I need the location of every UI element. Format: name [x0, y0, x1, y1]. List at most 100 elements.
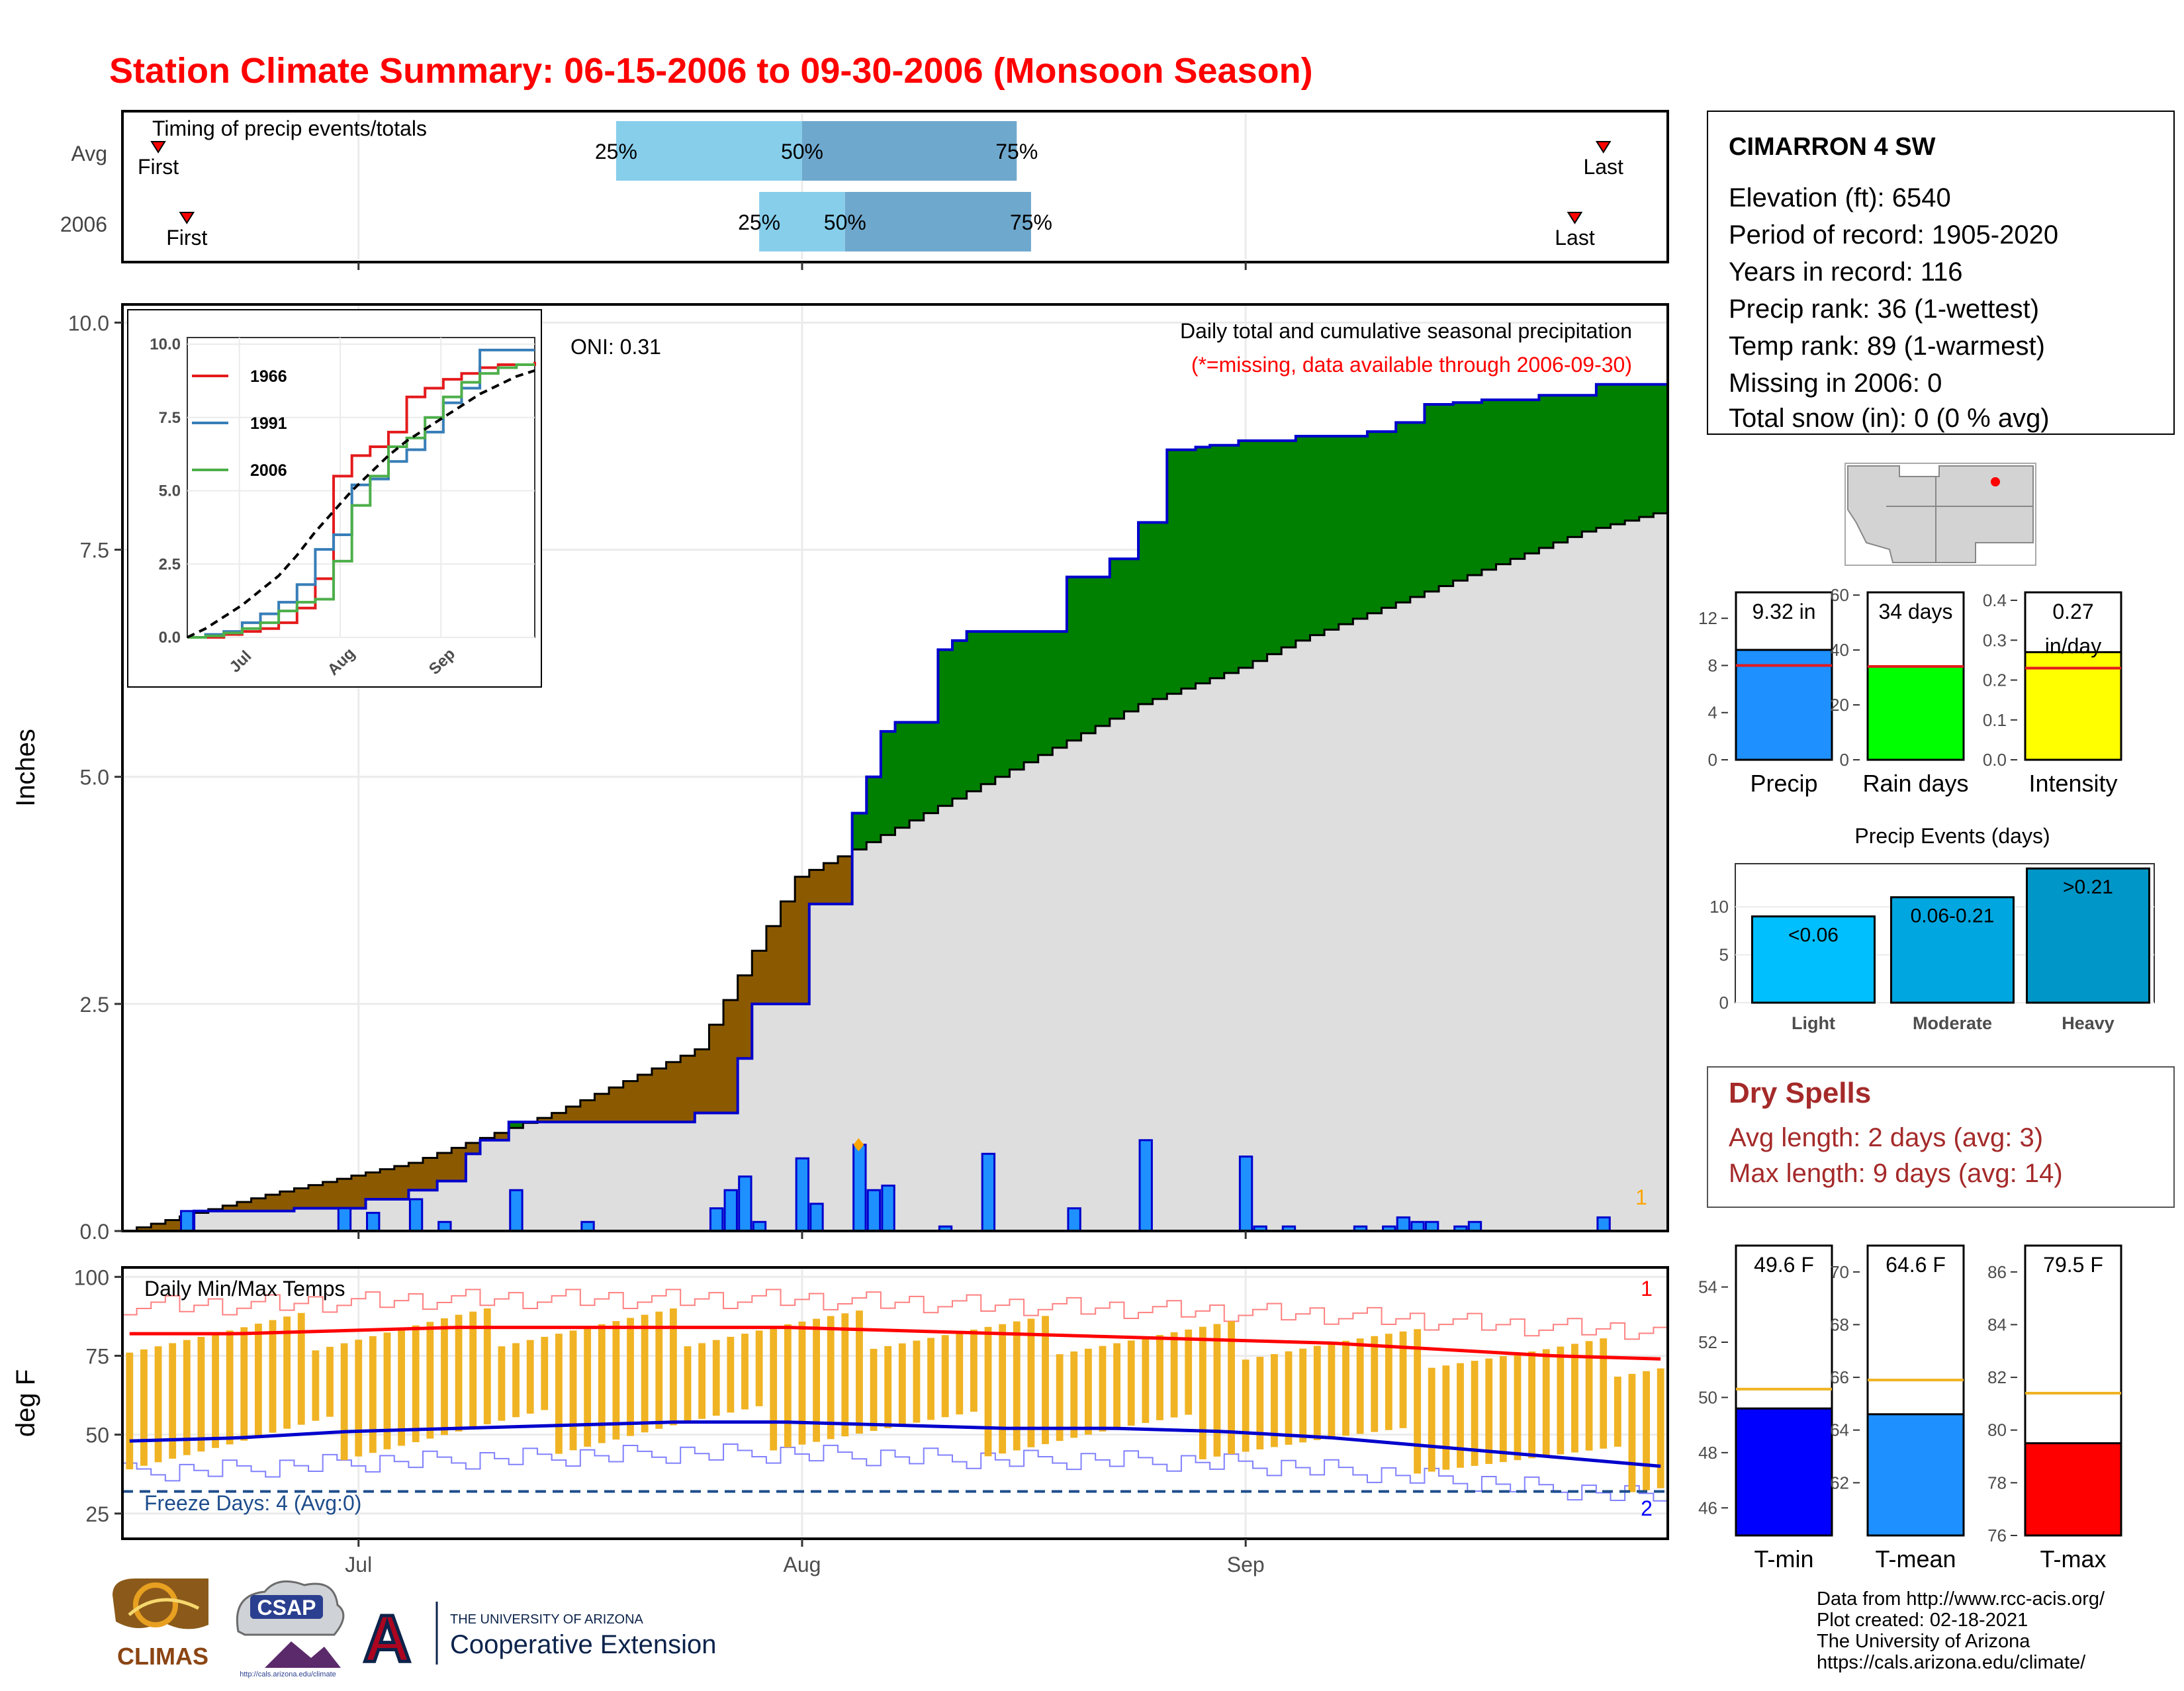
daily-temp-bar [741, 1334, 749, 1410]
totals-rain-days-category-label: Rain days [1862, 770, 1968, 797]
daily-temp-bar [326, 1346, 334, 1417]
totals-rain-days-bar [1866, 665, 1965, 761]
temp-summary-t-max-ytick-label: 80 [1987, 1420, 2007, 1440]
events-category-moderate: Moderate [1913, 1013, 1992, 1033]
surplus-area-segment [1324, 436, 1340, 630]
temp-summary-t-max-ytick-label: 86 [1987, 1262, 2007, 1282]
deficit-area-segment [623, 1081, 638, 1122]
daily-temp-bar [1199, 1326, 1206, 1459]
station-location-marker [1991, 477, 2000, 486]
daily-temp-bar [1056, 1354, 1064, 1441]
daily-temp-bar [569, 1330, 577, 1451]
deficit-area-segment [838, 856, 853, 904]
timing-p75-label-2006: 75% [1010, 210, 1052, 234]
main-ytick-label: 2.5 [80, 993, 109, 1017]
precip-events-title: Precip Events (days) [1854, 824, 2050, 848]
surplus-area-segment [1410, 422, 1426, 597]
daily-temp-bar [898, 1343, 906, 1426]
ua-bottom-text: Cooperative Extension [450, 1630, 716, 1659]
daily-precip-bar [1138, 1139, 1153, 1232]
timing-last-label-avg: Last [1583, 155, 1623, 179]
ua-top-text: THE UNIVERSITY OF ARIZONA [450, 1612, 644, 1627]
surplus-area-segment [1467, 402, 1482, 576]
daily-temp-bar [1228, 1321, 1235, 1454]
precip-events-plot: 0 5 10 <0.06 Light 0.06-0.21 Moderate >0.21 Heav… [1709, 863, 2155, 1033]
main-annotation-missing: (*=missing, data available through 2006-… [1191, 353, 1632, 377]
daily-precip-bar [866, 1189, 882, 1232]
events-value-label-moderate: 0.06-0.21 [1911, 905, 1995, 927]
daily-precip-bar [809, 1203, 824, 1232]
dry-spells-title: Dry Spells [1729, 1077, 1871, 1109]
surplus-area-segment [1396, 422, 1411, 603]
daily-temp-bar [1356, 1338, 1364, 1434]
dry-spells-max: Max length: 9 days (avg: 14) [1729, 1159, 2063, 1188]
deficit-area-segment [351, 1175, 367, 1209]
daily-temp-bar [627, 1318, 634, 1436]
deficit-area-segment [780, 901, 796, 1004]
surplus-area-segment [952, 640, 968, 799]
page-title: Station Climate Summary: 06-15-2006 to 0… [109, 51, 1313, 91]
record-low-count: 2 [1641, 1496, 1653, 1520]
deficit-area-segment [723, 999, 739, 1113]
deficit-area-segment [337, 1179, 352, 1209]
daily-precip-bar [1410, 1220, 1425, 1232]
deficit-area-segment [394, 1165, 410, 1199]
surplus-area-segment [895, 722, 910, 828]
daily-precip-bar [366, 1212, 381, 1232]
daily-temp-bar [169, 1343, 177, 1459]
avg-min-temp-line [129, 1420, 1661, 1468]
station-line-missing: Missing in 2006: 0 [1729, 369, 1942, 398]
daily-temp-bar [369, 1336, 377, 1453]
daily-temp-bar [1027, 1318, 1035, 1447]
daily-temp-bar [426, 1322, 434, 1439]
daily-temp-bar [1271, 1353, 1278, 1447]
temp-summary-t-min-ytick-label: 50 [1698, 1387, 1717, 1407]
totals-intensity-category-label: Intensity [2028, 770, 2117, 797]
daily-temp-bar [1142, 1338, 1150, 1423]
surplus-area-segment [866, 776, 882, 843]
daily-temp-bar [240, 1327, 248, 1441]
temp-gridlines [122, 1267, 1668, 1539]
surplus-area-segment [1167, 449, 1182, 694]
temp-summary-t-min-ytick-label: 46 [1698, 1498, 1717, 1518]
daily-temp-bar [684, 1346, 692, 1422]
surplus-area-segment [1152, 522, 1167, 700]
daily-temp-bar [784, 1324, 792, 1447]
station-line-temp-rank: Temp rank: 89 (1-warmest) [1729, 332, 2045, 361]
temp-summary-t-max-ytick-label: 82 [1987, 1367, 2007, 1387]
surplus-area-segment [1052, 631, 1068, 748]
daily-temp-bar [1256, 1357, 1264, 1449]
daily-temp-bar [312, 1350, 320, 1421]
deficit-area-segment [609, 1087, 624, 1122]
deficit-area-segment [365, 1172, 381, 1199]
deficit-area-segment [451, 1148, 467, 1181]
daily-temp-bar [126, 1352, 134, 1470]
daily-temp-bar [1585, 1341, 1593, 1451]
events-ytick-label: 0 [1719, 993, 1729, 1013]
daily-temp-bar [1600, 1338, 1608, 1449]
daily-precip-bar [408, 1198, 424, 1232]
avg-cumulative-line [122, 512, 1668, 1232]
temp-ytick-label: 25 [85, 1502, 109, 1526]
station-line-elevation: Elevation (ft): 6540 [1729, 183, 1951, 212]
surplus-area-segment [1653, 384, 1668, 514]
daily-temp-bar [999, 1324, 1007, 1454]
temp-summary-t-mean-category-label: T-mean [1875, 1545, 1956, 1573]
timing-last-marker-2006 [1567, 212, 1583, 224]
totals-rain-days-ytick-label: 60 [1830, 585, 1849, 605]
surplus-area-segment [1582, 395, 1597, 532]
main-ytick-label: 7.5 [80, 539, 109, 563]
surplus-area-segment [1439, 404, 1454, 586]
daily-temp-bar [469, 1311, 477, 1428]
surplus-area-segment [1524, 400, 1540, 554]
daily-temp-bar [1099, 1346, 1107, 1432]
daily-temp-bar [1414, 1329, 1422, 1474]
temp-summary-t-min-ytick-label: 54 [1698, 1277, 1717, 1297]
deficit-area-segment [279, 1191, 295, 1211]
deficit-area-segment [551, 1113, 567, 1122]
main-y-axis: 0.0 2.5 5.0 7.5 10.0 [68, 311, 1247, 1244]
daily-precip-bar [580, 1220, 595, 1232]
deficit-area-segment [594, 1093, 610, 1122]
surplus-area-segment [1610, 384, 1625, 525]
timing-row-label-avg: Avg [71, 142, 107, 165]
